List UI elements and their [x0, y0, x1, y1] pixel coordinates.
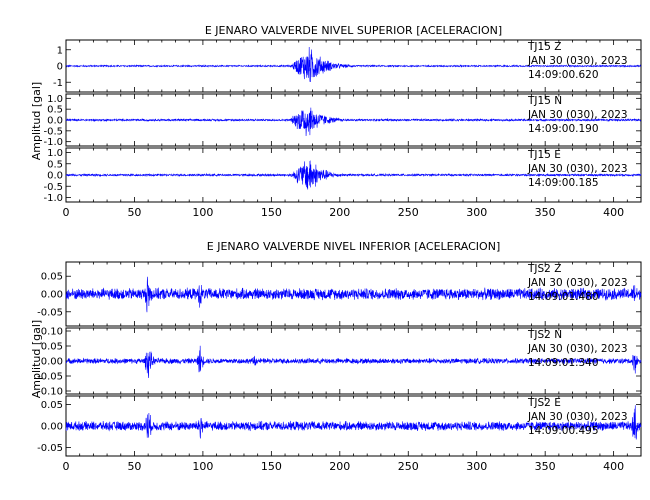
waveform-trace: [65, 345, 642, 378]
y-tick-label: 0.0: [47, 171, 63, 182]
x-tick-label: 400: [603, 206, 624, 219]
waveform-trace: [65, 276, 642, 313]
waveform-trace: [65, 405, 642, 440]
record-time: 14:09:00.495: [528, 425, 599, 437]
y-tick-label: 0.10: [41, 327, 63, 338]
record-date: JAN 30 (030), 2023: [527, 163, 628, 175]
x-tick-label: 0: [63, 206, 70, 219]
y-tick-label: 0.00: [41, 290, 63, 301]
x-tick-label: 250: [398, 206, 419, 219]
x-tick-label: 200: [329, 460, 350, 473]
y-tick-label: 0.5: [47, 159, 63, 170]
y-tick-label: -1.0: [43, 193, 63, 204]
y-tick-label: 0: [57, 62, 63, 73]
y-tick-label: -0.05: [37, 307, 63, 318]
record-time: 14:09:00.620: [528, 69, 599, 81]
x-tick-label: 200: [329, 206, 350, 219]
y-tick-label: 0.5: [47, 105, 63, 116]
record-time: 14:09:01.340: [528, 357, 599, 369]
waveform-trace: [65, 46, 642, 82]
y-tick-label: 1.0: [47, 94, 63, 105]
channel-label: TJS2 Z: [527, 263, 561, 275]
y-tick-label: 0.05: [41, 342, 63, 353]
y-tick-label: -0.5: [43, 182, 63, 193]
channel-label: TJ15 E: [527, 149, 561, 161]
channel-label: TJ15 Z: [527, 41, 561, 53]
x-tick-label: 150: [261, 206, 282, 219]
x-tick-label: 400: [603, 460, 624, 473]
record-time: 14:09:00.185: [528, 177, 599, 189]
chart-title: E JENARO VALVERDE NIVEL SUPERIOR [ACELER…: [205, 24, 502, 37]
x-tick-label: 100: [192, 206, 213, 219]
record-date: JAN 30 (030), 2023: [527, 343, 628, 355]
y-tick-label: -0.05: [37, 443, 63, 454]
y-tick-label: -1.0: [43, 137, 63, 148]
y-tick-label: 1.0: [47, 148, 63, 159]
y-tick-label: -0.10: [37, 387, 63, 398]
record-date: JAN 30 (030), 2023: [527, 55, 628, 67]
y-tick-label: -0.5: [43, 126, 63, 137]
y-tick-label: 0.05: [41, 272, 63, 283]
channel-label: TJS2 E: [527, 397, 561, 409]
y-tick-label: 0.0: [47, 116, 63, 127]
y-axis-label: Amplitud [gal]: [30, 320, 43, 398]
record-time: 14:09:01.480: [528, 291, 599, 303]
y-axis-label: Amplitud [gal]: [30, 82, 43, 160]
x-tick-label: 250: [398, 460, 419, 473]
x-tick-label: 50: [127, 460, 141, 473]
x-tick-label: 300: [466, 460, 487, 473]
y-tick-label: 0.00: [41, 422, 63, 433]
waveform-trace: [65, 160, 642, 190]
channel-label: TJ15 N: [527, 95, 562, 107]
x-tick-label: 350: [535, 206, 556, 219]
y-tick-label: 0.05: [41, 400, 63, 411]
record-date: JAN 30 (030), 2023: [527, 277, 628, 289]
y-tick-label: 1: [57, 45, 63, 56]
record-date: JAN 30 (030), 2023: [527, 109, 628, 121]
x-tick-label: 50: [127, 206, 141, 219]
record-date: JAN 30 (030), 2023: [527, 411, 628, 423]
x-tick-label: 100: [192, 460, 213, 473]
y-tick-label: -0.05: [37, 372, 63, 383]
x-tick-label: 0: [63, 460, 70, 473]
chart-title: E JENARO VALVERDE NIVEL INFERIOR [ACELER…: [207, 240, 500, 253]
x-tick-label: 350: [535, 460, 556, 473]
y-tick-label: -1: [53, 78, 63, 89]
record-time: 14:09:00.190: [528, 123, 599, 135]
y-tick-label: 0.00: [41, 357, 63, 368]
x-tick-label: 300: [466, 206, 487, 219]
channel-label: TJS2 N: [527, 329, 562, 341]
waveform-trace: [65, 107, 642, 137]
x-tick-label: 150: [261, 460, 282, 473]
